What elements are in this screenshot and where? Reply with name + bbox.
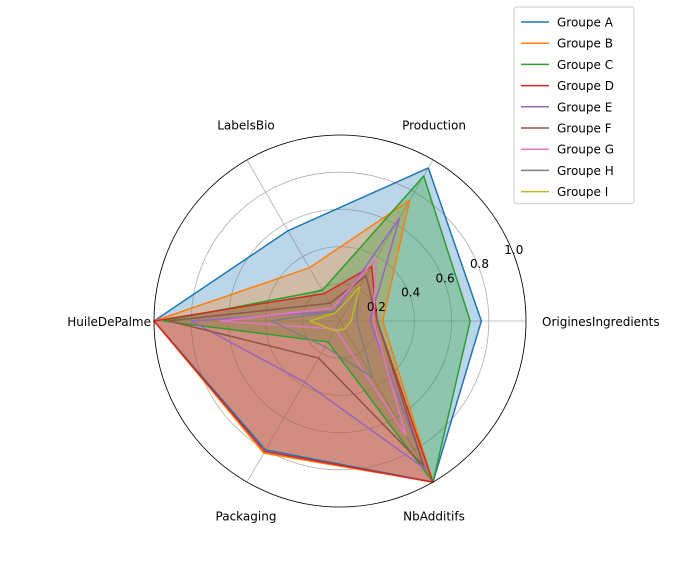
- tick-label: 0.2: [367, 300, 386, 314]
- series-line-9: [309, 286, 361, 332]
- axis-labels: OriginesIngredients Production LabelsBio Hu…: [67, 118, 659, 523]
- legend: Groupe A Groupe B Groupe C Groupe D Groupe E…: [513, 6, 635, 205]
- series-fill-3: [163, 176, 471, 483]
- legend-entry: Groupe C: [557, 58, 613, 72]
- series-fills: [154, 167, 482, 483]
- series-line-6: [168, 275, 425, 467]
- axis-label: OriginesIngredients: [542, 315, 660, 329]
- radial-tick-labels: 0.2 0.4 0.6 0.8 1.0: [367, 243, 523, 314]
- axis-label: NbAdditifs: [403, 510, 465, 524]
- series-line-5: [190, 217, 427, 470]
- legend-box: [513, 6, 635, 205]
- legend-entry: Groupe F: [557, 122, 612, 136]
- grid-spoke-6: [339, 320, 434, 483]
- legend-entry: Groupe A: [557, 16, 614, 30]
- legend-entry: Groupe I: [557, 185, 608, 199]
- tick-label: 0.4: [401, 286, 420, 300]
- tick-label: 1.0: [504, 243, 523, 257]
- legend-entry: Groupe H: [557, 164, 614, 178]
- plot-frame: [153, 134, 527, 508]
- legend-entry: Groupe D: [557, 79, 614, 93]
- grid-spoke-5: [246, 320, 341, 483]
- legend-entry: Groupe E: [557, 100, 612, 114]
- legend-entry: Groupe G: [557, 143, 614, 157]
- axis-label: Production: [402, 118, 466, 132]
- legend-entry: Groupe B: [557, 37, 613, 51]
- axis-label: LabelsBio: [217, 118, 275, 132]
- series-line-7: [220, 257, 407, 437]
- grid-spoke-2: [339, 159, 434, 322]
- axis-label: HuileDePalme: [67, 315, 151, 329]
- axis-label: Packaging: [216, 510, 277, 524]
- tick-label: 0.8: [470, 257, 489, 271]
- tick-label: 0.6: [436, 271, 455, 285]
